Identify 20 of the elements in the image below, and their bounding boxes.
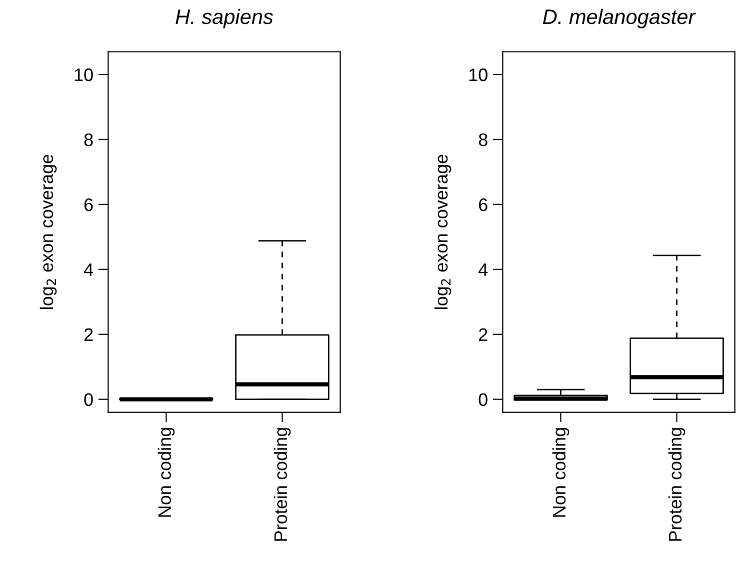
y-axis-title: log$_{2}$ exon coverage	[40, 154, 57, 309]
y-tick-label: 10	[74, 68, 93, 82]
x-tick-label: Non coding	[158, 428, 175, 517]
chart-title: D. melanogaster	[542, 8, 696, 28]
y-tick-label: 4	[84, 263, 94, 276]
chart-title: H. sapiens	[176, 8, 274, 28]
y-tick-label: 4	[478, 263, 488, 276]
y-tick-label: 2	[84, 328, 93, 341]
y-tick-label: 8	[478, 133, 488, 146]
y-axis-title: log$_{2}$ exon coverage	[434, 154, 452, 309]
x-tick-label: Non coding	[552, 428, 570, 517]
y-tick-label: 8	[84, 133, 93, 146]
y-tick-label: 6	[479, 198, 488, 212]
y-tick-label: 2	[479, 328, 488, 341]
y-tick-label: 6	[84, 198, 93, 212]
y-tick-label: 0	[478, 393, 488, 406]
y-tick-label: 10	[469, 68, 488, 82]
x-tick-label: Protein coding	[274, 428, 291, 541]
y-tick-label: 0	[84, 393, 93, 406]
x-tick-label: Protein coding	[668, 428, 686, 541]
